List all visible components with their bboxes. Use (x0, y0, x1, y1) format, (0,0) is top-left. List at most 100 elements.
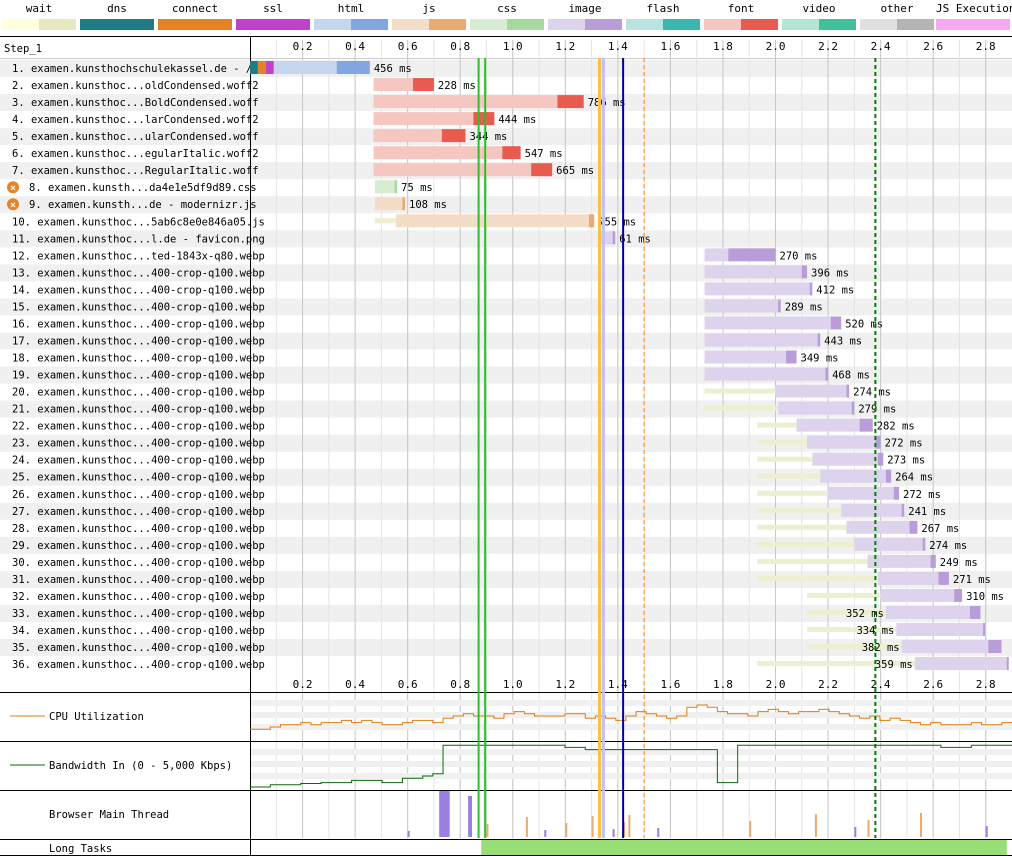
bar-download (893, 486, 900, 500)
legend-swatch (470, 19, 544, 30)
thread-spike (544, 830, 547, 837)
bar-ttfb (841, 503, 902, 517)
bar-wait (757, 456, 813, 462)
thread-spike (612, 829, 615, 837)
legend-swatch (936, 19, 1010, 30)
bar-download (402, 197, 406, 211)
axis-tick-top: 2.4 (871, 40, 891, 53)
request-time: 412 ms (816, 284, 854, 296)
request-time: 665 ms (556, 165, 594, 177)
long-tasks-label: Long Tasks (49, 843, 112, 855)
legend-label: flash (646, 2, 680, 15)
row-stripe (0, 604, 1012, 622)
bar-download (846, 384, 850, 398)
request-row: 34. examen.kunsthoc...400-crop-q100.webp… (12, 622, 986, 637)
bar-ttfb (704, 367, 826, 381)
bar-download (885, 469, 892, 483)
thread-spike (591, 816, 594, 837)
request-label: 1. examen.kunsthochschulekassel.de - / (12, 63, 252, 75)
bar-download (969, 605, 981, 619)
request-time: 755 ms (598, 216, 636, 228)
request-row: 15. examen.kunsthoc...400-crop-q100.webp… (12, 299, 823, 313)
request-row: 2. examen.kunsthoc...oldCondensed.woff2 2… (12, 78, 476, 92)
legend-swatch (626, 19, 700, 30)
request-row: 28. examen.kunsthoc...400-crop-q100.webp… (12, 520, 959, 535)
bar-ttfb (812, 452, 878, 466)
request-row: 20. examen.kunsthoc...400-crop-q100.webp… (12, 384, 891, 399)
bar-wait (757, 575, 878, 581)
bar-wait (757, 524, 847, 530)
bar-download (394, 180, 398, 194)
request-label: 33. examen.kunsthoc...400-crop-q100.webp (12, 608, 265, 620)
bar-ttfb (373, 163, 532, 177)
request-label: 4. examen.kunsthoc...larCondensed.woff2 (12, 114, 259, 126)
thread-spike (814, 814, 817, 837)
request-label: 7. examen.kunsthoc...RegularItalic.woff (12, 165, 259, 177)
legend-label: video (802, 2, 836, 15)
legend-item-html: html (314, 0, 388, 34)
bar-download (531, 163, 553, 177)
row-stripe (0, 502, 1012, 520)
bar-download (875, 435, 881, 449)
bar-download (809, 282, 813, 296)
request-row: 10. examen.kunsthoc...5ab6c8e0e846a05.js… (12, 214, 636, 228)
request-time: 344 ms (469, 131, 507, 143)
thread-spike (657, 828, 660, 837)
request-time: 271 ms (953, 574, 991, 586)
request-time: 270 ms (780, 250, 818, 262)
request-row: 27. examen.kunsthoc...400-crop-q100.webp… (12, 503, 946, 518)
request-label: 13. examen.kunsthoc...400-crop-q100.webp (12, 267, 265, 279)
legend-item-css: css (470, 0, 544, 34)
legend-swatch (2, 19, 76, 30)
row-stripe (0, 434, 1012, 452)
bar-ttfb (828, 486, 894, 500)
axis-tick-bottom: 1.8 (713, 678, 733, 691)
bar-download (830, 316, 842, 330)
request-row: 30. examen.kunsthoc...400-crop-q100.webp… (12, 554, 978, 569)
row-stripe (0, 196, 1012, 214)
request-label: 9. examen.kunsth...de - modernizr.js (29, 199, 257, 211)
bar-download (473, 112, 495, 126)
request-label: 26. examen.kunsthoc...400-crop-q100.webp (12, 489, 265, 501)
legend-label: font (727, 2, 755, 15)
request-row: × 8. examen.kunsth...da4e1e5df9d89.css 75 … (7, 180, 433, 194)
bar-ttfb (704, 350, 787, 364)
axis-tick-top: 1.0 (503, 40, 523, 53)
thread-spike (854, 827, 857, 837)
axis-tick-top: 1.2 (555, 40, 575, 53)
bar-download (954, 588, 963, 602)
legend-item-js-execution: JS Execution (936, 0, 1012, 34)
bar-wait (807, 592, 881, 598)
request-time: 264 ms (895, 472, 933, 484)
request-time: 444 ms (498, 114, 536, 126)
legend-label: wait (25, 2, 53, 15)
bar-wait (757, 473, 821, 479)
request-time: 274 ms (929, 540, 967, 552)
request-time: 279 ms (858, 404, 896, 416)
bar-wait (757, 558, 868, 564)
cpu-label: CPU Utilization (49, 711, 144, 723)
bar-download (938, 571, 949, 585)
bar-ttfb (704, 299, 779, 313)
request-row: 3. examen.kunsthoc...BoldCondensed.woff 7… (12, 95, 626, 109)
legend-swatch (782, 19, 856, 30)
row-stripe (0, 128, 1012, 146)
legend-item-other: other (860, 0, 934, 34)
request-label: 11. examen.kunsthoc...l.de - favicon.png (12, 233, 265, 245)
request-row: 29. examen.kunsthoc...400-crop-q100.webp… (12, 537, 967, 552)
axis-tick-bottom: 0.2 (293, 678, 313, 691)
request-row: 22. examen.kunsthoc...400-crop-q100.webp… (12, 418, 915, 433)
legend-label: image (568, 2, 602, 15)
legend-item-image: image (548, 0, 622, 34)
thread-activity (468, 796, 473, 837)
bar-ttfb (880, 588, 955, 602)
bar-ttfb (373, 95, 558, 109)
legend-swatch (80, 19, 154, 30)
axis-tick-bottom: 1.6 (660, 678, 680, 691)
bar-wait (704, 405, 779, 411)
bar-ttfb (704, 282, 810, 296)
request-label: 16. examen.kunsthoc...400-crop-q100.webp (12, 318, 265, 330)
bar-download (441, 129, 466, 143)
bar-ttfb (867, 554, 931, 568)
